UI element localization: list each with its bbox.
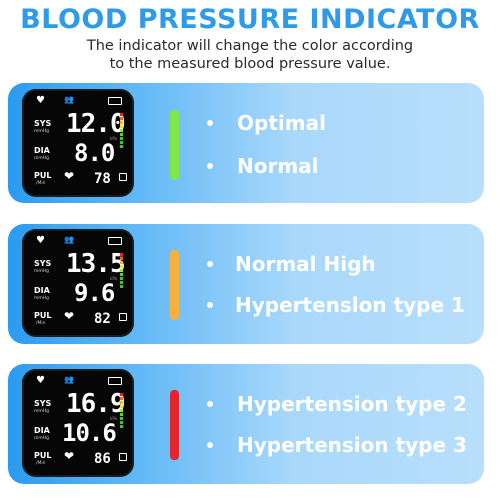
- pul-unit: /Min: [36, 461, 46, 466]
- dia-unit: mmHg: [34, 296, 50, 301]
- dia-label: DIA: [34, 426, 50, 435]
- category-label: Optimal: [237, 111, 326, 135]
- dia-label: DIA: [34, 146, 50, 155]
- subtitle-line-1: The indicator will change the color acco…: [86, 38, 414, 54]
- subtitle-line-2: to the measured blood pressure value.: [109, 56, 391, 72]
- bullet-icon: [207, 442, 213, 448]
- category-label: Hypertenslon type 1: [235, 293, 465, 317]
- heartbeat-icon: ❤: [64, 169, 75, 183]
- memory-icon: [119, 173, 127, 181]
- level-ticks: [120, 393, 123, 429]
- kpa-unit: kPa: [110, 276, 117, 281]
- battery-icon: [108, 237, 122, 245]
- bullet-icon: [207, 163, 213, 169]
- sys-unit: mmHg: [34, 269, 50, 274]
- memory-icon: [119, 313, 127, 321]
- category-label: Normal High: [235, 252, 376, 276]
- sys-unit: mmHg: [34, 129, 50, 134]
- pul-unit: /Min: [36, 181, 46, 186]
- dia-unit: mmHg: [34, 156, 50, 161]
- sys-label: SYS: [34, 119, 52, 128]
- sys-label: SYS: [34, 259, 52, 268]
- level-ticks: [120, 253, 123, 289]
- dia-label: DIA: [34, 286, 50, 295]
- sys-unit: mmHg: [34, 409, 50, 414]
- color-indicator-bar: [170, 390, 179, 460]
- dia-unit: mmHg: [34, 436, 50, 441]
- sys-label: SYS: [34, 399, 52, 408]
- pul-label: PUL: [34, 451, 52, 460]
- dia-value: 10.6: [62, 419, 117, 447]
- heartbeat-icon: ❤: [64, 309, 75, 323]
- heart-icon: ♥: [36, 235, 45, 246]
- sys-value: 13.5: [66, 249, 126, 279]
- heartbeat-icon: ❤: [64, 449, 75, 463]
- bullet-icon: [207, 401, 213, 407]
- dia-value: 8.0: [74, 139, 115, 167]
- category-label: Normal: [237, 154, 319, 178]
- users-icon: 👥: [64, 235, 74, 244]
- battery-icon: [108, 377, 122, 385]
- bp-monitor-display: ♥ 👥 SYS mmHg 12.0 kPa DIA mmHg 8.0 PUL /…: [22, 89, 134, 197]
- color-indicator-bar: [170, 110, 179, 180]
- bullet-icon: [207, 302, 213, 308]
- memory-icon: [119, 453, 127, 461]
- users-icon: 👥: [64, 375, 74, 384]
- kpa-unit: kPa: [110, 136, 117, 141]
- sys-value: 12.0: [66, 109, 126, 139]
- dia-value: 9.6: [74, 279, 115, 307]
- page-title: BLOOD PRESSURE INDICATOR: [20, 4, 480, 35]
- bp-monitor-display: ♥ 👥 SYS mmHg 13.5 kPa DIA mmHg 9.6 PUL /…: [22, 229, 134, 337]
- level-ticks: [120, 113, 123, 149]
- pulse-value: 86: [94, 451, 111, 467]
- pul-label: PUL: [34, 171, 52, 180]
- kpa-unit: kPa: [110, 416, 117, 421]
- color-indicator-bar: [170, 250, 179, 320]
- bullet-icon: [207, 261, 213, 267]
- sys-value: 16.9: [66, 389, 126, 419]
- pulse-value: 82: [94, 311, 111, 327]
- bp-monitor-display: ♥ 👥 SYS mmHg 16.9 kPa DIA mmHg 10.6 PUL …: [22, 369, 134, 477]
- category-label: Hypertension type 3: [237, 433, 467, 457]
- heart-icon: ♥: [36, 375, 45, 386]
- heart-icon: ♥: [36, 95, 45, 106]
- category-label: Hypertension type 2: [237, 392, 467, 416]
- users-icon: 👥: [64, 95, 74, 104]
- pul-unit: /Min: [36, 321, 46, 326]
- battery-icon: [108, 97, 122, 105]
- bullet-icon: [207, 120, 213, 126]
- pul-label: PUL: [34, 311, 52, 320]
- pulse-value: 78: [94, 171, 111, 187]
